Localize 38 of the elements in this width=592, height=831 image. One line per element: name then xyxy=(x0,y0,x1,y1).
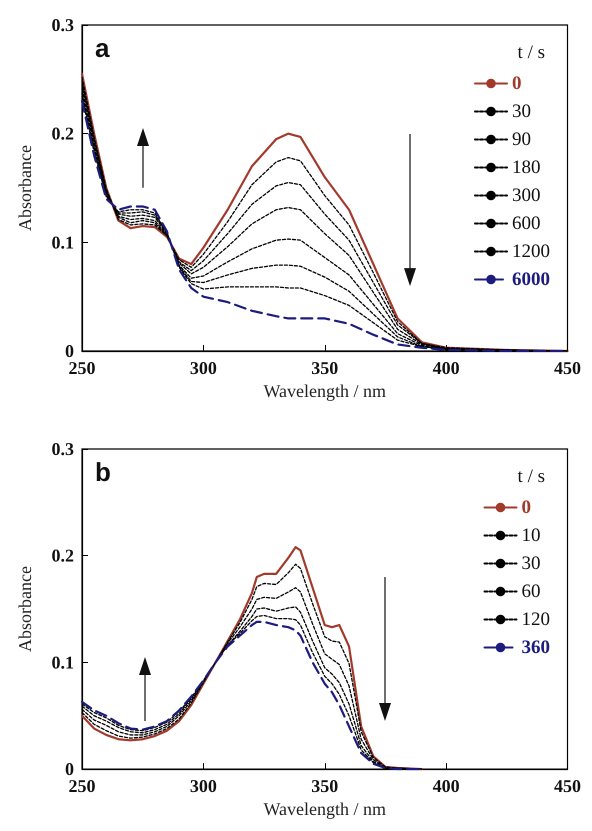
legend-title: t / s xyxy=(518,42,545,63)
annotation: a xyxy=(95,33,110,63)
legend-label: 360 xyxy=(522,637,550,658)
x-tick-label: 450 xyxy=(554,358,581,378)
x-tick-label: 450 xyxy=(554,776,581,796)
y-tick-label: 0.1 xyxy=(52,652,74,672)
x-tick-label: 350 xyxy=(311,776,338,796)
legend-title: t / s xyxy=(518,466,545,487)
y-tick-label: 0 xyxy=(65,341,74,361)
x-tick-label: 350 xyxy=(311,358,338,378)
legend-label: 120 xyxy=(522,609,550,630)
legend-label: 180 xyxy=(512,157,540,178)
y-tick-label: 0.2 xyxy=(52,546,74,566)
legend-label: 1200 xyxy=(512,241,550,262)
legend-label: 0 xyxy=(512,73,522,94)
y-tick-label: 0.1 xyxy=(52,232,74,252)
legend-label: 30 xyxy=(512,101,531,122)
legend-label: 300 xyxy=(512,185,540,206)
x-tick-label: 300 xyxy=(190,776,217,796)
y-tick-label: 0.2 xyxy=(52,124,74,144)
x-tick-label: 250 xyxy=(68,358,96,378)
y-axis-title: Absorbance xyxy=(15,566,35,652)
legend-label: 60 xyxy=(522,581,540,602)
y-tick-label: 0.3 xyxy=(52,15,74,35)
legend-label: 10 xyxy=(522,525,540,546)
y-axis-title: Absorbance xyxy=(15,145,35,231)
x-tick-label: 300 xyxy=(190,358,217,378)
y-tick-label: 0.3 xyxy=(52,439,74,459)
x-axis-title: Wavelength / nm xyxy=(263,380,386,401)
legend-label: 0 xyxy=(522,497,531,518)
legend-label: 30 xyxy=(522,553,540,574)
legend-label: 90 xyxy=(512,129,531,150)
x-tick-label: 400 xyxy=(432,358,460,378)
x-axis-title: Wavelength / nm xyxy=(263,799,386,819)
legend-label: 600 xyxy=(512,213,540,234)
annotation: b xyxy=(95,457,111,487)
legend-label: 6000 xyxy=(512,269,550,290)
x-tick-label: 400 xyxy=(432,776,460,796)
